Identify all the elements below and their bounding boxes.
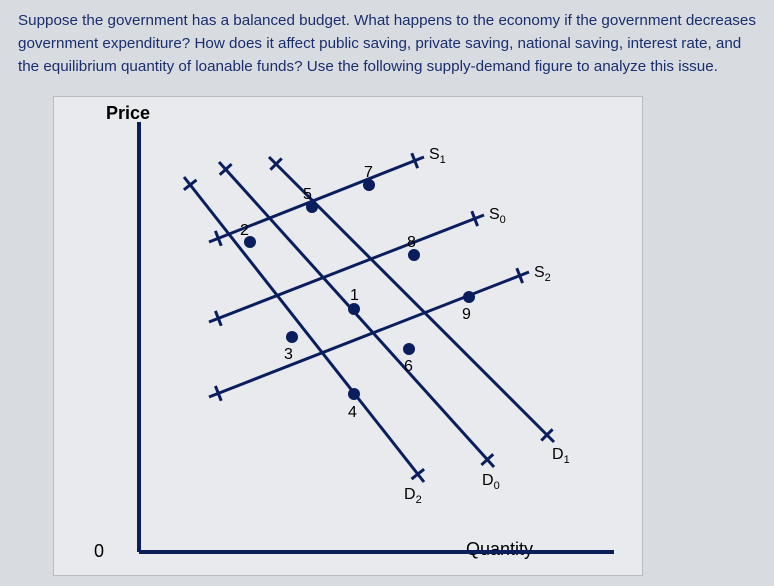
point-label-3: 3 (284, 346, 293, 363)
point-3 (286, 331, 298, 343)
point-label-1: 1 (350, 287, 359, 304)
curve-label-S0: S0 (489, 206, 506, 226)
point-9 (463, 291, 475, 303)
point-4 (348, 388, 360, 400)
figure-panel: Price 0 Quantity S1S0S2D1D0D2123456789 (53, 96, 643, 576)
point-label-2: 2 (240, 222, 249, 239)
curve-label-S1: S1 (429, 146, 446, 166)
question-text: Suppose the government has a balanced bu… (18, 10, 756, 78)
curve-label-D2: D2 (404, 486, 422, 506)
point-1 (348, 303, 360, 315)
point-label-9: 9 (462, 306, 471, 323)
point-label-6: 6 (404, 358, 413, 375)
curve-S2 (209, 272, 529, 397)
curve-D0 (219, 162, 494, 467)
point-6 (403, 343, 415, 355)
page-container: Suppose the government has a balanced bu… (0, 0, 774, 586)
curve-label-D1: D1 (552, 446, 570, 466)
curve-label-S2: S2 (534, 264, 551, 284)
curve-D2 (184, 177, 424, 482)
point-label-7: 7 (364, 164, 373, 181)
curve-label-D0: D0 (482, 472, 500, 492)
point-label-8: 8 (407, 234, 416, 251)
point-label-5: 5 (303, 186, 312, 203)
point-label-4: 4 (348, 404, 357, 421)
supply-demand-chart: S1 S0 S2 D1 D0 D2 1 2 3 4 5 6 7 8 9 (54, 97, 644, 577)
